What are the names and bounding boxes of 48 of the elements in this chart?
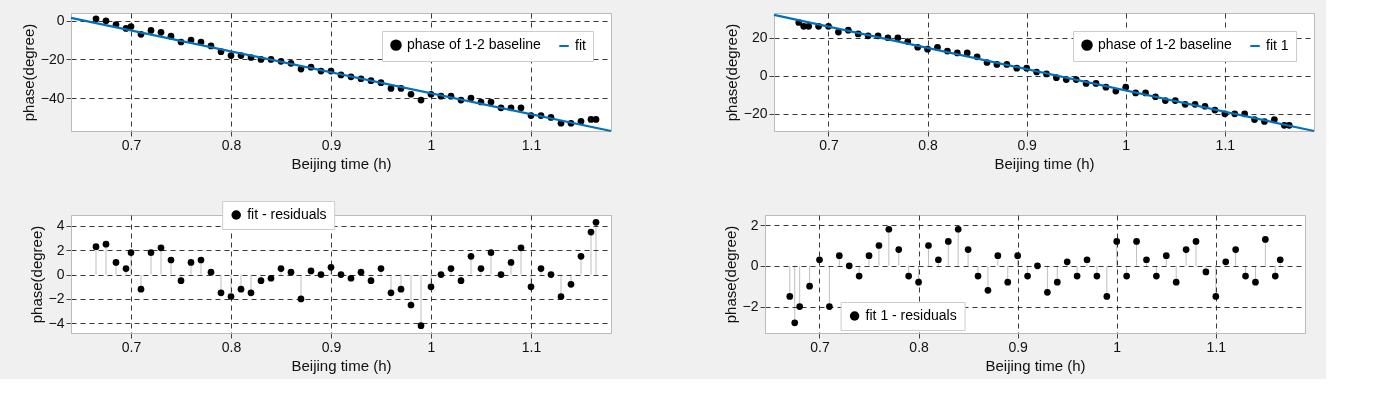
legend-label: phase of 1-2 baseline [1098, 36, 1233, 53]
y-tick-label: −20 [743, 105, 768, 122]
y-tick-label: −2 [48, 290, 65, 307]
y-tick-label: 20 [751, 29, 768, 46]
y-tick-label: 0 [56, 266, 65, 283]
legend-label: fit - residuals [247, 206, 327, 222]
y-tick-label: −2 [742, 298, 759, 315]
x-tick-label: 1.1 [1206, 338, 1227, 355]
x-tick-label: 1.1 [521, 136, 542, 153]
legend-label: phase of 1-2 baseline [407, 36, 542, 53]
x-tick-label: 0.8 [221, 136, 242, 153]
x-tick-label: 0.7 [819, 136, 839, 153]
x-tick-label: 0.8 [221, 338, 242, 355]
y-axis-title: phase(degree) [721, 225, 739, 324]
x-tick-label: 0.9 [321, 136, 342, 153]
y-tick-label: −40 [40, 89, 65, 106]
y-tick-label: 0 [56, 12, 65, 29]
x-tick-label: 0.9 [321, 338, 342, 355]
y-tick-label: −4 [48, 314, 65, 331]
y-tick-label: 0 [750, 257, 759, 274]
x-tick-label: 0.9 [1008, 338, 1029, 355]
x-tick-label: 1 [1122, 136, 1131, 153]
x-tick-label: 1 [1113, 338, 1122, 355]
x-axis-title: Beijing time (h) [291, 154, 392, 172]
x-axis-title: Beijing time (h) [985, 356, 1086, 374]
y-axis-title: phase(degree) [722, 23, 740, 122]
legend-label: fit [575, 37, 586, 53]
x-axis-title: Beijing time (h) [994, 154, 1095, 172]
y-axis-title: phase(degree) [19, 23, 37, 122]
x-tick-label: 0.9 [1017, 136, 1038, 153]
x-tick-label: 0.7 [121, 338, 142, 355]
y-tick-label: −20 [40, 50, 65, 67]
x-axis-title: Beijing time (h) [291, 356, 392, 374]
x-tick-label: 1 [427, 136, 436, 153]
y-tick-label: 2 [750, 216, 759, 233]
legend-label: fit 1 - residuals [865, 307, 957, 323]
legend-label: fit 1 [1266, 37, 1289, 53]
y-axis-title: phase(degree) [27, 225, 45, 324]
x-tick-label: 1.1 [521, 338, 542, 355]
x-tick-label: 1 [427, 338, 436, 355]
y-tick-label: 0 [759, 67, 768, 84]
x-tick-label: 0.8 [918, 136, 939, 153]
x-tick-label: 1.1 [1215, 136, 1236, 153]
x-tick-label: 0.7 [121, 136, 142, 153]
x-tick-label: 0.7 [810, 338, 830, 355]
y-tick-label: 4 [56, 217, 65, 234]
x-tick-label: 0.8 [909, 338, 930, 355]
y-tick-label: 2 [56, 241, 65, 258]
